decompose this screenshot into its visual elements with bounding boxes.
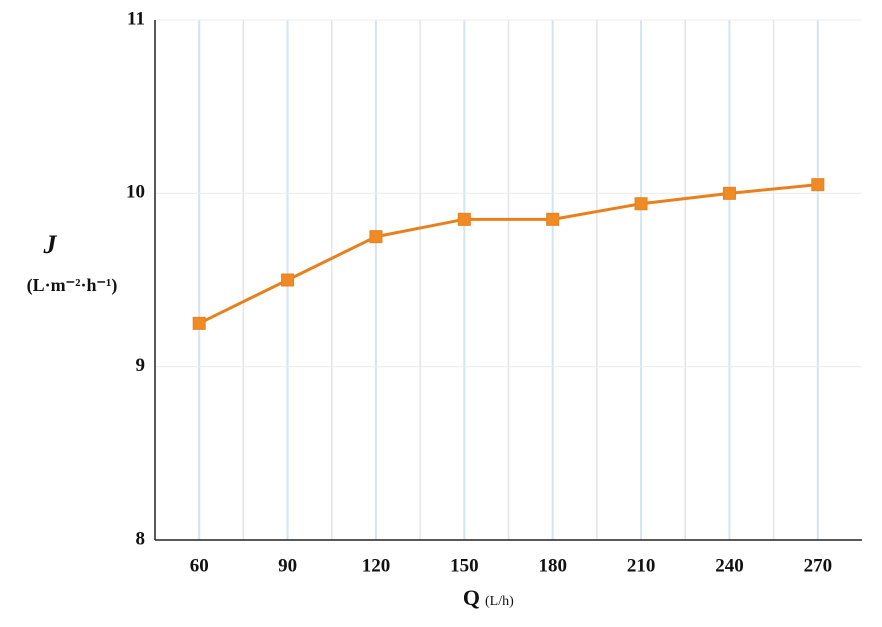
x-tick-label: 60 [190, 555, 209, 576]
y-tick-label: 10 [126, 182, 145, 203]
data-point [722, 186, 736, 200]
y-tick-label: 9 [136, 355, 146, 376]
x-axis-unit: (L/h) [485, 594, 514, 609]
x-tick-label: 180 [538, 555, 567, 576]
x-tick-label: 150 [450, 555, 479, 576]
data-point [457, 212, 471, 226]
y-tick-label: 8 [136, 528, 146, 549]
y-axis-unit: (L·m⁻²·h⁻¹) [27, 275, 118, 296]
x-tick-label: 210 [627, 555, 656, 576]
data-point [192, 316, 206, 330]
x-tick-label: 120 [362, 555, 391, 576]
x-tick-label: 240 [715, 555, 744, 576]
y-axis-title: J [43, 230, 58, 259]
data-point [811, 178, 825, 192]
x-tick-label: 90 [278, 555, 297, 576]
data-point [634, 197, 648, 211]
x-tick-label: 270 [804, 555, 833, 576]
data-line [198, 183, 818, 325]
x-axis-title: Q [463, 585, 480, 610]
data-point [369, 230, 383, 244]
data-point [281, 273, 295, 287]
data-point [546, 212, 560, 226]
y-tick-label: 11 [127, 8, 145, 29]
